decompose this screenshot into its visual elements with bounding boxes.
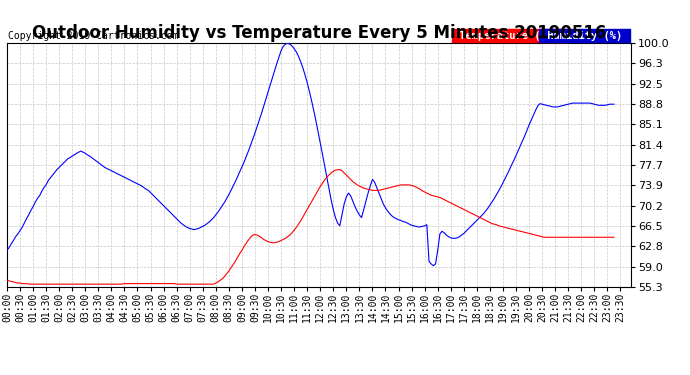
Text: Humidity (%): Humidity (%)	[541, 31, 629, 41]
Title: Outdoor Humidity vs Temperature Every 5 Minutes 20190516: Outdoor Humidity vs Temperature Every 5 …	[32, 24, 607, 42]
Text: Temperature (°F): Temperature (°F)	[453, 31, 566, 41]
Text: Copyright 2019 Cartronics.com: Copyright 2019 Cartronics.com	[8, 31, 178, 41]
